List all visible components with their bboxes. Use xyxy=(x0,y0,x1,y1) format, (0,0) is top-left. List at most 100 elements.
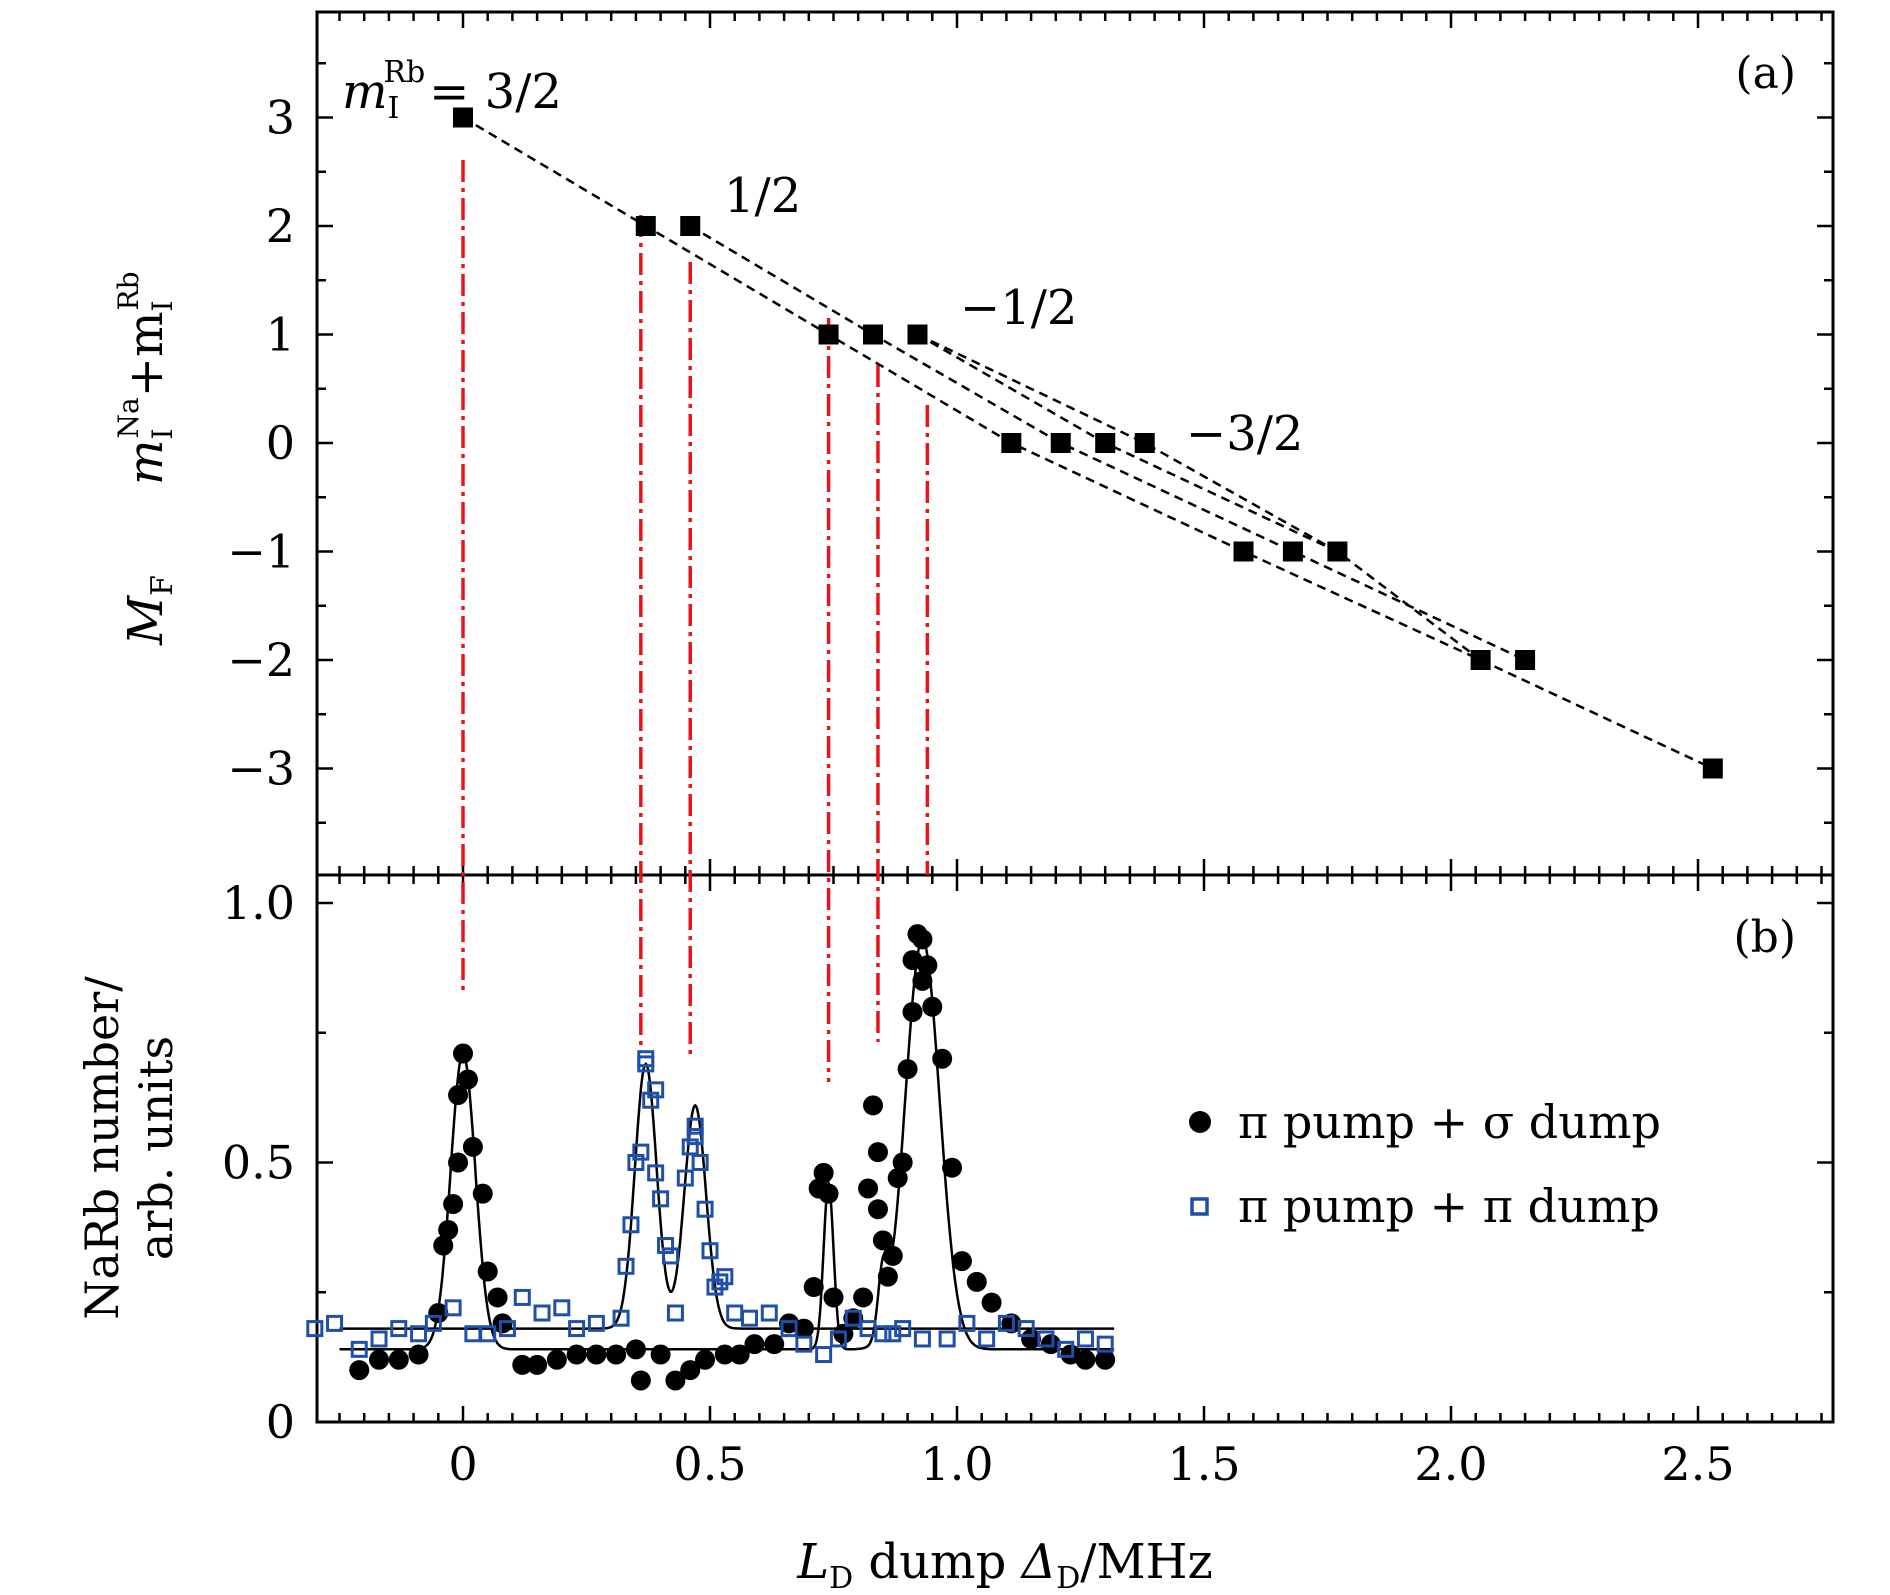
annotation-mI-rb-3-2: mIRb= 3/2 xyxy=(342,55,562,126)
dashed-level-line xyxy=(689,224,1526,662)
data-point-pi xyxy=(350,1340,368,1358)
level-point xyxy=(1050,433,1071,453)
data-point-sigma xyxy=(942,1157,963,1178)
y-tick-label-b: 0 xyxy=(266,1395,295,1449)
panel-b-tag: (b) xyxy=(1734,912,1797,963)
dashed-level-line xyxy=(916,333,1338,553)
data-point-pi xyxy=(741,1309,759,1327)
data-point-sigma xyxy=(813,1162,834,1183)
data-point-sigma xyxy=(793,1318,814,1339)
data-point-sigma xyxy=(818,1183,839,1204)
data-point-sigma xyxy=(438,1219,459,1240)
dashed-level-lines xyxy=(462,116,1714,770)
data-point-sigma xyxy=(912,970,933,991)
data-point-pi xyxy=(894,1320,912,1338)
level-point xyxy=(453,107,473,128)
fit-curve xyxy=(339,1062,1115,1330)
data-point-pi xyxy=(686,1117,704,1135)
data-point-sigma xyxy=(448,1152,469,1173)
level-point xyxy=(1327,541,1348,562)
data-point-pi xyxy=(647,1081,665,1099)
level-point xyxy=(907,324,928,345)
data-point-pi xyxy=(306,1320,324,1338)
data-point-pi xyxy=(829,1330,847,1348)
panel-b-ylabel-line2: arb. units xyxy=(129,1036,183,1260)
data-point-pi xyxy=(691,1154,709,1171)
x-tick-label: 2.0 xyxy=(1414,1437,1487,1491)
y-tick-labels-b: 0 0.5 1.0 xyxy=(222,876,295,1449)
data-point-pi xyxy=(370,1330,388,1348)
data-point-sigma xyxy=(428,1303,449,1324)
level-point xyxy=(1470,650,1491,670)
data-point-pi xyxy=(726,1304,744,1322)
data-point-pi xyxy=(676,1169,694,1187)
data-point-sigma xyxy=(803,1277,824,1298)
data-point-pi xyxy=(479,1325,497,1343)
data-point-sigma xyxy=(546,1349,567,1370)
data-point-sigma xyxy=(443,1194,464,1215)
data-point-sigma xyxy=(729,1344,750,1365)
panel-a-tag: (a) xyxy=(1735,48,1796,99)
data-point-sigma xyxy=(867,1199,888,1220)
data-point-pi xyxy=(1096,1335,1114,1353)
data-point-pi xyxy=(958,1314,976,1332)
y-tick-label-b: 0.5 xyxy=(222,1136,295,1190)
data-point-sigma xyxy=(492,1313,513,1334)
data-point-sigma xyxy=(472,1183,493,1204)
y-tick-label-a: −3 xyxy=(227,742,295,796)
level-point xyxy=(1282,541,1303,562)
data-point-sigma xyxy=(477,1261,498,1282)
data-point-sigma xyxy=(912,929,933,950)
data-point-sigma xyxy=(872,1230,893,1251)
data-point-sigma xyxy=(462,1136,483,1157)
data-point-pi xyxy=(1017,1320,1035,1338)
data-point-sigma xyxy=(951,1251,972,1272)
data-point-sigma xyxy=(1021,1328,1042,1349)
x-tick-label: 1.5 xyxy=(1167,1437,1240,1491)
y-tick-label-b: 1.0 xyxy=(222,876,295,930)
data-point-sigma xyxy=(932,1048,953,1069)
panel-a-ylabel: MFmINa+mIRb xyxy=(112,271,180,646)
x-tick-label: 1.0 xyxy=(920,1437,993,1491)
data-point-pi xyxy=(444,1299,462,1317)
data-point-pi xyxy=(1037,1330,1055,1348)
data-point-sigma xyxy=(882,1245,903,1266)
data-point-pi xyxy=(326,1314,344,1332)
data-point-sigma xyxy=(744,1334,765,1355)
data-point-pi xyxy=(844,1309,862,1327)
data-point-pi xyxy=(815,1346,833,1364)
data-point-pi xyxy=(681,1138,699,1156)
legend-label-sigma: π pump + σ dump xyxy=(1238,1095,1661,1149)
data-point-pi xyxy=(1057,1340,1075,1358)
data-point-sigma xyxy=(863,1095,884,1116)
data-point-sigma xyxy=(843,1308,864,1329)
dashed-level-line xyxy=(462,116,1714,770)
dashed-level-line xyxy=(916,333,1482,661)
data-point-pi xyxy=(874,1325,892,1343)
data-point-sigma xyxy=(606,1344,627,1365)
data-point-sigma xyxy=(487,1287,508,1308)
data-point-pi xyxy=(622,1216,640,1234)
data-point-sigma xyxy=(388,1349,409,1370)
data-point-sigma xyxy=(457,1069,478,1090)
data-point-sigma xyxy=(981,1292,1002,1313)
y-tick-label-a: 2 xyxy=(266,199,295,253)
panel-b-frame xyxy=(315,873,1835,1424)
data-point-sigma xyxy=(714,1344,735,1365)
data-point-pi xyxy=(498,1320,516,1338)
data-point-pi xyxy=(760,1304,778,1322)
data-point-sigma xyxy=(823,1287,844,1308)
level-point xyxy=(1702,758,1723,779)
data-point-pi xyxy=(513,1288,531,1306)
data-point-sigma xyxy=(853,1287,874,1308)
level-point xyxy=(1134,433,1155,453)
data-point-sigma xyxy=(867,1142,888,1163)
data-point-sigma xyxy=(566,1344,587,1365)
data-point-pi xyxy=(632,1143,650,1161)
data-point-pi xyxy=(696,1200,714,1218)
data-point-sigma xyxy=(1075,1349,1096,1370)
data-point-pi xyxy=(533,1304,551,1322)
level-point xyxy=(1095,433,1116,453)
level-point xyxy=(1233,541,1254,562)
